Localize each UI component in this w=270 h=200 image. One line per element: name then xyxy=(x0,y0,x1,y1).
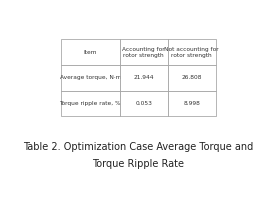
Text: Table 2. Optimization Case Average Torque and: Table 2. Optimization Case Average Torqu… xyxy=(23,142,254,152)
Text: Torque Ripple Rate: Torque Ripple Rate xyxy=(92,159,184,169)
